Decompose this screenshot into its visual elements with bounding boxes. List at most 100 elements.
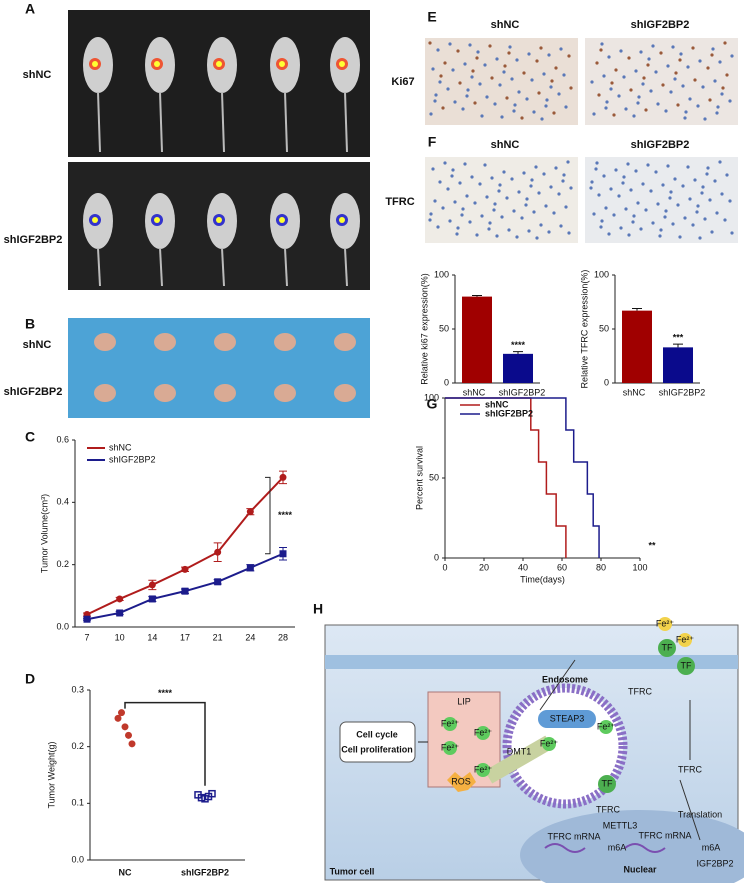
nucleus-stain xyxy=(488,44,492,48)
nucleus-stain xyxy=(485,95,489,99)
nucleus-stain xyxy=(537,91,541,95)
mouse-tail xyxy=(221,247,225,287)
diagram-label: TFRC mRNA xyxy=(548,831,601,841)
marker xyxy=(83,615,91,623)
tumor xyxy=(334,384,356,402)
point xyxy=(121,723,129,731)
nucleus-stain xyxy=(614,68,618,72)
nucleus-stain xyxy=(495,234,499,238)
nucleus-stain xyxy=(480,114,484,118)
nucleus-stain xyxy=(710,53,714,57)
y-tick-label: 0.0 xyxy=(71,854,84,864)
nucleus-stain xyxy=(659,228,663,232)
tumor-signal xyxy=(216,61,222,67)
nucleus-stain xyxy=(524,203,528,207)
nucleus-stain xyxy=(634,169,638,173)
nucleus-stain xyxy=(428,218,432,222)
nucleus-stain xyxy=(600,42,604,46)
tumor-signal xyxy=(279,61,285,67)
nucleus-stain xyxy=(429,112,433,116)
y-tick-label: 50 xyxy=(599,323,609,333)
marker xyxy=(279,550,287,558)
nucleus-stain xyxy=(463,62,467,66)
nucleus-stain xyxy=(688,197,692,201)
nucleus-stain xyxy=(646,163,650,167)
nucleus-stain xyxy=(512,209,516,213)
nucleus-stain xyxy=(468,43,472,47)
nucleus-stain xyxy=(706,166,710,170)
nucleus-stain xyxy=(658,234,662,238)
y-tick-label: 100 xyxy=(424,392,439,402)
nucleus-stain xyxy=(720,192,724,196)
tf-shape xyxy=(598,775,616,793)
nucleus-stain xyxy=(590,80,594,84)
nucleus-stain xyxy=(718,160,722,164)
point xyxy=(114,714,122,722)
y-axis-label: Tumor Volume(cm³) xyxy=(39,494,49,573)
nucleus-stain xyxy=(446,87,450,91)
nucleus-stain xyxy=(562,173,566,177)
nucleus-stain xyxy=(695,210,699,214)
tf-shape xyxy=(658,639,676,657)
legend-label: shNC xyxy=(485,399,509,409)
x-tick-label: 17 xyxy=(180,632,190,642)
y-tick-label: 100 xyxy=(434,269,449,279)
nucleus-stain xyxy=(517,190,521,194)
x-tick-label: 21 xyxy=(213,632,223,642)
nucleus-stain xyxy=(715,211,719,215)
x-tick-label: 14 xyxy=(147,632,157,642)
nucleus-stain xyxy=(718,60,722,64)
nucleus-stain xyxy=(693,78,697,82)
x-tick-label: 100 xyxy=(632,562,647,572)
y-tick-label: 100 xyxy=(594,269,609,279)
col-label: shIGF2BP2 xyxy=(631,139,690,151)
diagram-label: m6A xyxy=(608,842,627,852)
nucleus-stain xyxy=(641,182,645,186)
nucleus-stain xyxy=(455,232,459,236)
nucleus-stain xyxy=(465,94,469,98)
nucleus-stain xyxy=(592,212,596,216)
nucleus-stain xyxy=(693,178,697,182)
nucleus-stain xyxy=(654,70,658,74)
nucleus-stain xyxy=(448,219,452,223)
nucleus-stain xyxy=(495,57,499,61)
mouse-tail xyxy=(97,91,101,153)
nucleus-stain xyxy=(527,52,531,56)
nucleus-stain xyxy=(664,209,668,213)
bracket xyxy=(124,701,206,786)
nucleus-stain xyxy=(617,94,621,98)
nucleus-stain xyxy=(473,101,477,105)
y-tick-label: 50 xyxy=(439,323,449,333)
x-tick-label: shNC xyxy=(463,387,486,397)
line xyxy=(86,552,284,621)
nucleus-stain xyxy=(456,226,460,230)
nucleus-stain xyxy=(698,59,702,63)
nucleus-stain xyxy=(562,73,566,77)
nucleus-stain xyxy=(610,81,614,85)
nucleus-stain xyxy=(659,51,663,55)
nucleus-stain xyxy=(678,235,682,239)
x-tick-label: shNC xyxy=(623,387,646,397)
nucleus-stain xyxy=(470,75,474,79)
fe-shape xyxy=(443,741,457,755)
mouse-tail xyxy=(344,91,348,153)
panel-label: F xyxy=(428,134,437,150)
bar xyxy=(462,296,492,383)
nucleus-stain xyxy=(497,189,501,193)
diagram-label: TFRC xyxy=(678,764,702,774)
nucleus-stain xyxy=(473,201,477,205)
nucleus-stain xyxy=(711,47,715,51)
bar xyxy=(663,347,693,383)
nucleus-stain xyxy=(569,186,573,190)
diagram-label: Fe²⁺ xyxy=(441,742,460,752)
nucleus-stain xyxy=(651,221,655,225)
nucleus-stain xyxy=(559,47,563,51)
legend-label: shIGF2BP2 xyxy=(485,408,533,418)
diagram-label: Tumor cell xyxy=(330,866,375,876)
nucleus-stain xyxy=(439,74,443,78)
nucleus-stain xyxy=(696,104,700,108)
nucleus-stain xyxy=(475,233,479,237)
diagram-label: Fe²⁺ xyxy=(656,618,675,628)
